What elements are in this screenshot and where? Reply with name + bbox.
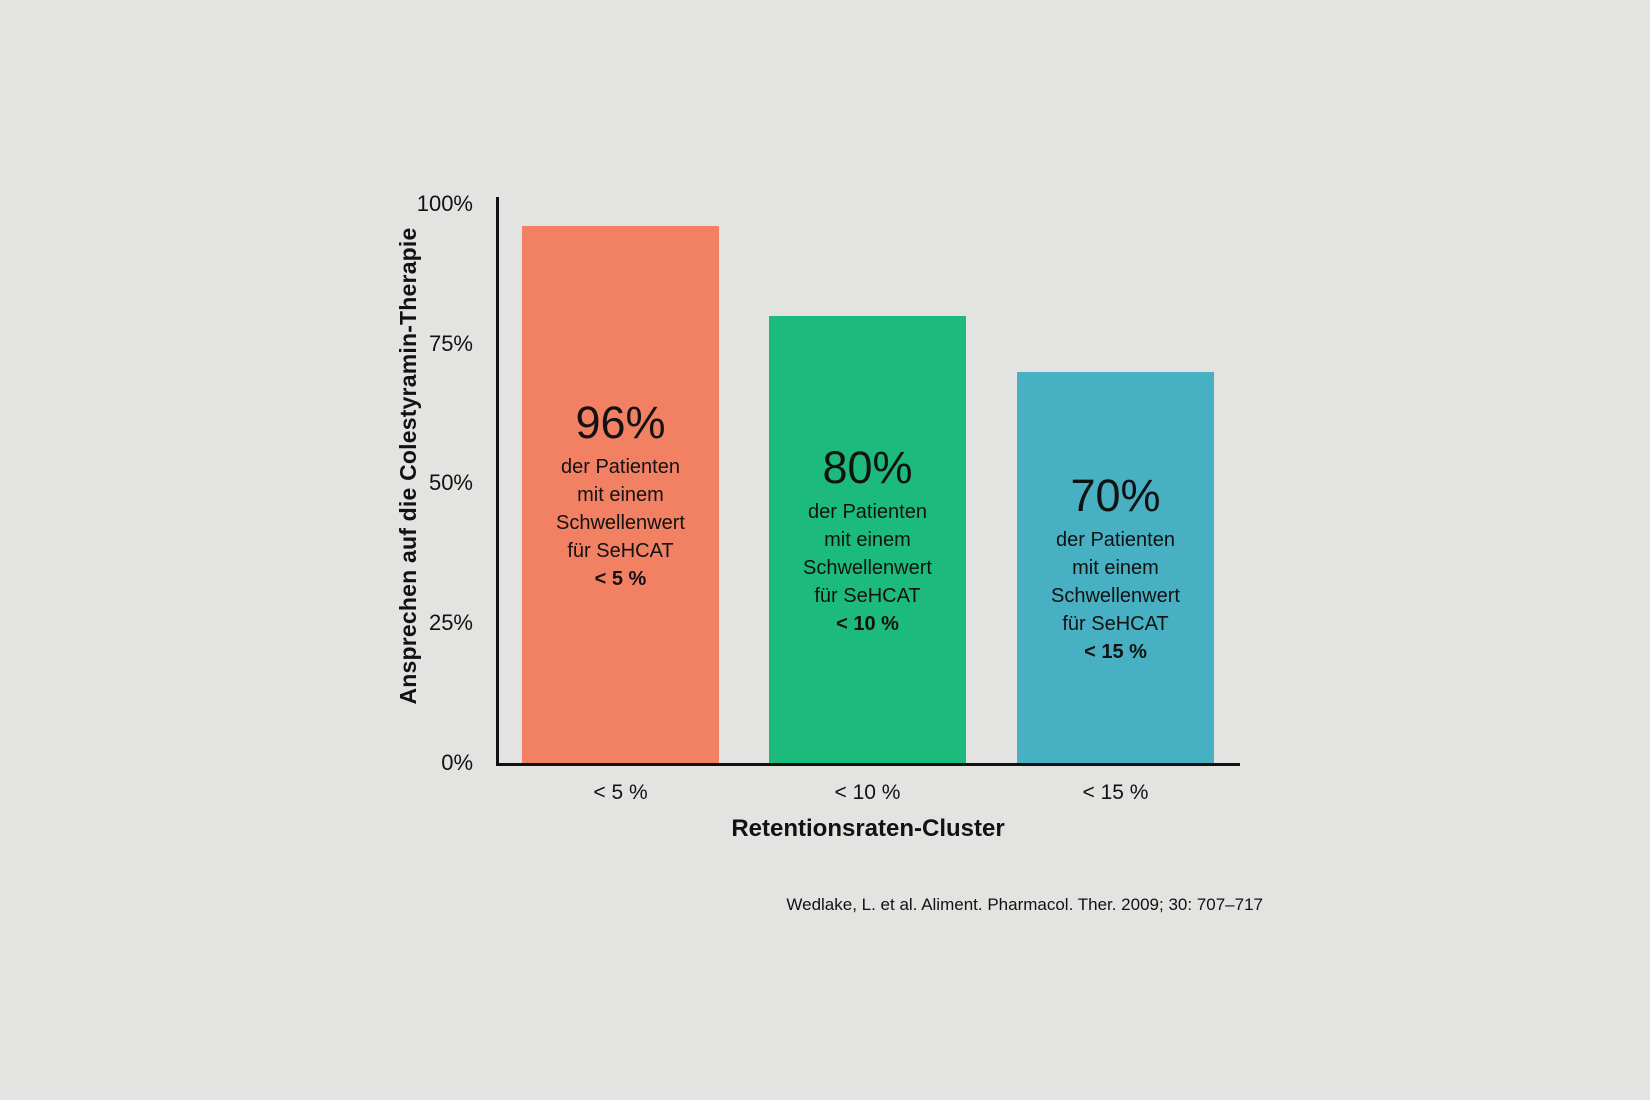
bar-threshold-label: < 15 % [1084, 640, 1147, 663]
bar-lt-5-percent: 96% der Patienten mit einem Schwellenwer… [522, 226, 719, 763]
y-tick-0: 0% [441, 750, 473, 775]
bar-value-label: 96% [575, 396, 666, 448]
source-citation: Wedlake, L. et al. Aliment. Pharmacol. T… [786, 895, 1263, 914]
bar-threshold-label: < 10 % [836, 612, 899, 635]
bar-annotation: 80% der Patienten mit einem Schwellenwer… [769, 442, 966, 638]
y-tick-100: 100% [416, 191, 473, 216]
bar-annotation: 96% der Patienten mit einem Schwellenwer… [522, 397, 719, 593]
y-tick-75: 75% [428, 331, 473, 356]
bar-value-label: 80% [822, 441, 913, 493]
x-tick-lt-15: < 15 % [1082, 781, 1149, 804]
bar-threshold-label: < 5 % [594, 567, 647, 590]
bar-description: der Patienten mit einem Schwellenwert fü… [1051, 528, 1180, 635]
bar-value-label: 70% [1070, 469, 1161, 521]
bar-description: der Patienten mit einem Schwellenwert fü… [556, 455, 685, 562]
x-tick-lt-5: < 5 % [593, 781, 648, 804]
bar-lt-10-percent: 80% der Patienten mit einem Schwellenwer… [769, 316, 966, 763]
y-tick-50: 50% [428, 470, 473, 495]
bar-lt-15-percent: 70% der Patienten mit einem Schwellenwer… [1017, 372, 1214, 763]
bar-description: der Patienten mit einem Schwellenwert fü… [803, 500, 932, 607]
y-axis-line [496, 197, 499, 766]
y-axis-title: Ansprechen auf die Colestyramin-Therapie [395, 227, 421, 705]
bar-annotation: 70% der Patienten mit einem Schwellenwer… [1017, 470, 1214, 666]
x-tick-lt-10: < 10 % [834, 781, 901, 804]
x-axis-title: Retentionsraten-Cluster [731, 815, 1005, 842]
y-tick-25: 25% [428, 610, 473, 635]
x-axis-line [496, 763, 1240, 766]
